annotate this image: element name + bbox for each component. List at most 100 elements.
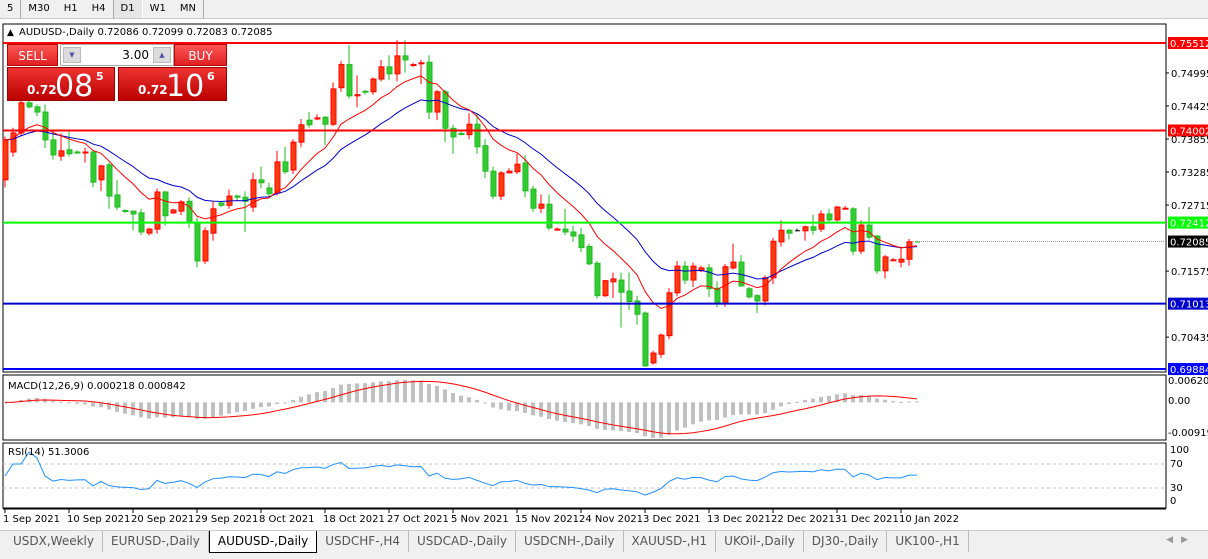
macd-bar xyxy=(651,402,655,438)
chart-tab[interactable]: XAUUSD-,H1 xyxy=(624,531,717,552)
sell-button[interactable]: SELL xyxy=(7,44,58,66)
macd-bar xyxy=(419,380,423,403)
moving-average-slow xyxy=(4,99,918,280)
chart-tab[interactable]: USDCHF-,H4 xyxy=(317,531,409,552)
rsi-tick-label: 0 xyxy=(1170,496,1176,507)
chart-window[interactable]: 0.75512 0.74002 0.72412 0.71013 0.69884 0.749… xyxy=(0,19,1208,530)
macd-bar xyxy=(187,402,191,417)
macd-bar xyxy=(411,380,415,403)
candle xyxy=(418,62,425,65)
macd-bar xyxy=(51,400,55,403)
macd-bar xyxy=(387,381,391,403)
candle xyxy=(282,161,289,173)
macd-bar xyxy=(403,380,407,403)
macd-bar xyxy=(355,383,359,403)
macd-bar xyxy=(691,402,695,425)
macd-bar xyxy=(667,402,671,435)
buy-button[interactable]: BUY xyxy=(174,44,227,66)
macd-bar xyxy=(627,402,631,432)
macd-bar xyxy=(315,392,319,403)
candle xyxy=(42,111,49,141)
macd-bar xyxy=(163,402,167,418)
macd-bar xyxy=(43,399,47,403)
candle xyxy=(162,191,169,217)
chart-tab[interactable]: AUDUSD-,Daily xyxy=(208,531,318,553)
bid-price-tag xyxy=(1168,235,1208,248)
timeframe-d1[interactable]: D1 xyxy=(112,0,143,18)
buy-price[interactable]: 0.72 10 6 xyxy=(118,67,227,102)
candle xyxy=(546,203,553,229)
candle xyxy=(642,312,649,367)
candle xyxy=(882,256,889,272)
candle xyxy=(386,66,393,75)
time-tick-label: 13 Dec 2021 xyxy=(707,514,771,525)
candle xyxy=(834,206,841,221)
candle xyxy=(578,234,585,249)
candle xyxy=(434,91,441,113)
candle xyxy=(26,102,33,108)
timeframe-mn[interactable]: MN xyxy=(179,3,196,14)
macd-bar xyxy=(603,402,607,430)
candle xyxy=(186,200,193,224)
chart-tab[interactable]: UKOil-,Daily xyxy=(716,531,804,552)
macd-bar xyxy=(91,402,95,407)
price-tick-label: 0.71575 xyxy=(1171,267,1208,278)
macd-bar xyxy=(307,394,311,403)
chart-header: AUDUSD-,Daily 0.72086 0.72099 0.72083 0.… xyxy=(19,27,272,38)
candle xyxy=(890,259,897,262)
buy-price-prefix: 0.72 xyxy=(138,83,168,97)
timeframe-w1[interactable]: W1 xyxy=(149,3,166,14)
volume-decrease-button[interactable]: ▼ xyxy=(63,47,81,63)
time-tick-label: 22 Dec 2021 xyxy=(771,514,835,525)
candle xyxy=(18,102,25,134)
time-tick-label: 24 Nov 2021 xyxy=(579,514,643,525)
macd-bar xyxy=(563,402,567,423)
timeframe-h1[interactable]: H1 xyxy=(63,3,78,14)
chart-header-triangle-icon: ▲ xyxy=(7,28,14,38)
macd-bar xyxy=(571,402,575,424)
timeframe-toolbar: 5 M30 H1 H4 D1 W1 MN xyxy=(0,0,1208,19)
macd-bar xyxy=(259,402,263,408)
chart-tab[interactable]: USDX,Weekly xyxy=(5,531,103,552)
macd-bar xyxy=(395,380,399,403)
macd-bar xyxy=(843,393,847,403)
macd-bar xyxy=(739,402,743,415)
macd-bar xyxy=(619,402,623,432)
candle xyxy=(906,241,913,260)
candle xyxy=(618,279,625,293)
chart-tab[interactable]: UK100-,H1 xyxy=(887,531,969,552)
chart-tab[interactable]: EURUSD-,Daily xyxy=(103,531,209,552)
macd-bar xyxy=(467,397,471,403)
moving-average-fast xyxy=(4,75,918,310)
volume-spinner[interactable]: ▼ 3.00 ▲ xyxy=(60,44,174,66)
candle xyxy=(522,162,529,192)
macd-bar xyxy=(803,399,807,403)
candle xyxy=(202,230,209,262)
candle xyxy=(122,210,129,213)
candle xyxy=(690,265,697,281)
candle xyxy=(178,201,185,212)
level-price-label: 0.72412 xyxy=(1170,219,1208,230)
candle xyxy=(34,106,41,113)
chart-tab[interactable]: USDCAD-,Daily xyxy=(409,531,516,552)
candle xyxy=(650,352,657,364)
sell-price[interactable]: 0.72 08 5 xyxy=(7,67,115,104)
macd-bar xyxy=(227,402,231,414)
macd-bar xyxy=(427,384,431,403)
timeframe-5[interactable]: 5 xyxy=(7,3,14,14)
chart-tab[interactable]: DJ30-,Daily xyxy=(804,531,888,552)
sell-price-pips: 08 xyxy=(55,69,94,104)
macd-tick-label: 0.00 xyxy=(1168,396,1190,407)
candle xyxy=(314,117,321,120)
macd-bar xyxy=(771,402,775,410)
candle xyxy=(778,229,785,243)
volume-increase-button[interactable]: ▲ xyxy=(153,47,171,63)
tab-scroll-arrows[interactable]: ◀▶ xyxy=(1166,535,1196,545)
candle xyxy=(466,123,473,136)
chart-tab[interactable]: USDCNH-,Daily xyxy=(516,531,624,552)
timeframe-h4[interactable]: H4 xyxy=(91,3,106,14)
timeframe-m30[interactable]: M30 xyxy=(20,0,56,18)
candle xyxy=(426,61,433,113)
volume-input[interactable]: 3.00 xyxy=(122,48,149,62)
candle xyxy=(322,116,329,125)
